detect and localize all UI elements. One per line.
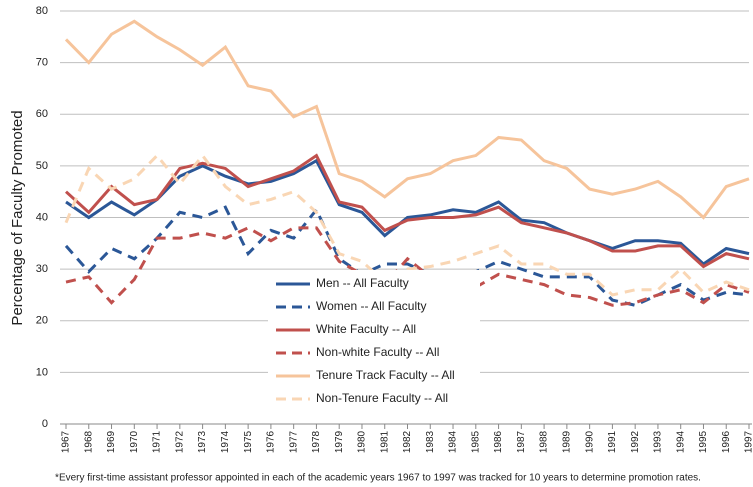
legend-label: Women -- All Faculty [316,299,426,313]
x-tick-label: 1986 [493,430,504,453]
x-tick-label: 1984 [448,430,459,453]
x-tick-label: 1971 [152,430,163,453]
x-tick-label: 1993 [653,430,664,453]
x-tick-label: 1968 [83,430,94,453]
legend-label: Non-white Faculty -- All [316,345,439,359]
x-tick-label: 1970 [129,430,140,453]
y-tick-label: 10 [36,366,48,378]
y-tick-label: 20 [36,315,48,327]
x-tick-label: 1981 [379,430,390,453]
x-tick-label: 1975 [243,430,254,453]
x-tick-label: 1983 [425,430,436,453]
x-tick-label: 1974 [220,430,231,453]
x-tick-label: 1987 [516,430,527,453]
series-line [64,19,750,220]
x-tick-label: 1994 [675,430,686,453]
series-line [65,158,750,266]
y-tick-label: 30 [36,263,48,275]
legend-label: Tenure Track Faculty -- All [316,368,455,382]
series-line [64,205,750,307]
x-tick-label: 1992 [630,430,641,453]
y-tick-label: 70 [36,57,48,69]
series-line [64,153,750,297]
x-tick-label: 1995 [698,430,709,453]
legend-box [268,270,480,418]
x-tick-label: 1989 [562,430,573,453]
series-line [65,226,750,307]
x-tick-label: 1972 [174,430,185,453]
x-tick-label: 1977 [288,430,299,453]
x-tick-label: 1991 [607,430,618,453]
y-tick-label: 80 [36,5,48,17]
series-line [64,153,750,269]
x-tick-label: 1967 [61,430,72,453]
x-tick-label: 1979 [334,430,345,453]
x-tick-label: 1973 [197,430,208,453]
legend-label: Non-Tenure Faculty -- All [316,391,448,405]
x-tick-label: 1976 [266,430,277,453]
footnote: *Every first-time assistant professor ap… [55,473,701,484]
x-tick-label: 1978 [311,430,322,453]
x-tick-label: 1997 [744,430,753,453]
x-tick-label: 1990 [584,430,595,453]
y-tick-label: 0 [42,418,48,430]
y-axis-label: Percentage of Faculty Promoted [9,110,26,325]
x-tick-label: 1969 [106,430,117,453]
legend-label: White Faculty -- All [316,322,416,336]
y-tick-label: 60 [36,108,48,120]
x-tick-label: 1980 [357,430,368,453]
x-tick-label: 1996 [721,430,732,453]
legend-label: Men -- All Faculty [316,276,409,290]
y-tick-label: 40 [36,211,48,223]
x-tick-label: 1988 [539,430,550,453]
x-tick-label: 1985 [470,430,481,453]
x-tick-label: 1982 [402,430,413,453]
y-tick-label: 50 [36,160,48,172]
